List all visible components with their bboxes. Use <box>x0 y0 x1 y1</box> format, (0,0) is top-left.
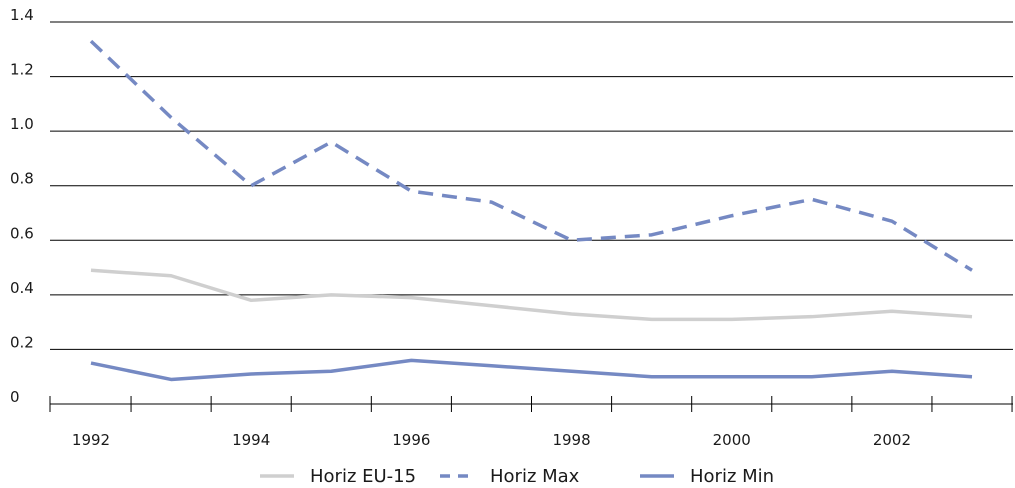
y-tick-label: 0 <box>10 388 20 406</box>
y-tick-label: 1.4 <box>10 6 34 24</box>
y-tick-label: 0.4 <box>10 279 34 297</box>
x-tick-label: 1996 <box>392 431 430 449</box>
grid-lines <box>50 21 1013 350</box>
series-line-horiz-eu-15 <box>90 268 973 322</box>
x-tick-label: 1998 <box>552 431 590 449</box>
legend-label: Horiz Min <box>690 466 774 487</box>
series-line-horiz-min <box>90 358 973 382</box>
x-tick-label: 1994 <box>232 431 270 449</box>
x-tick-label: 1992 <box>72 431 110 449</box>
y-tick-labels: 0 0.2 0.4 0.6 0.8 1.0 1.2 1.4 <box>10 6 34 406</box>
legend-label: Horiz Max <box>490 466 580 487</box>
y-tick-label: 0.8 <box>10 170 34 188</box>
series-line-horiz-max <box>89 39 973 272</box>
y-tick-label: 0.2 <box>10 333 34 351</box>
y-tick-label: 0.6 <box>10 224 34 242</box>
x-tick-label: 2000 <box>713 431 751 449</box>
y-tick-label: 1.2 <box>10 61 34 79</box>
x-axis <box>49 396 1013 412</box>
legend: Horiz EU-15 Horiz Max Horiz Min <box>260 466 774 487</box>
x-tick-labels: 1992 1994 1996 1998 2000 2002 <box>72 431 911 449</box>
series-lines <box>89 39 973 382</box>
y-tick-label: 1.0 <box>10 115 34 133</box>
x-tick-label: 2002 <box>873 431 911 449</box>
legend-label: Horiz EU-15 <box>310 466 416 487</box>
